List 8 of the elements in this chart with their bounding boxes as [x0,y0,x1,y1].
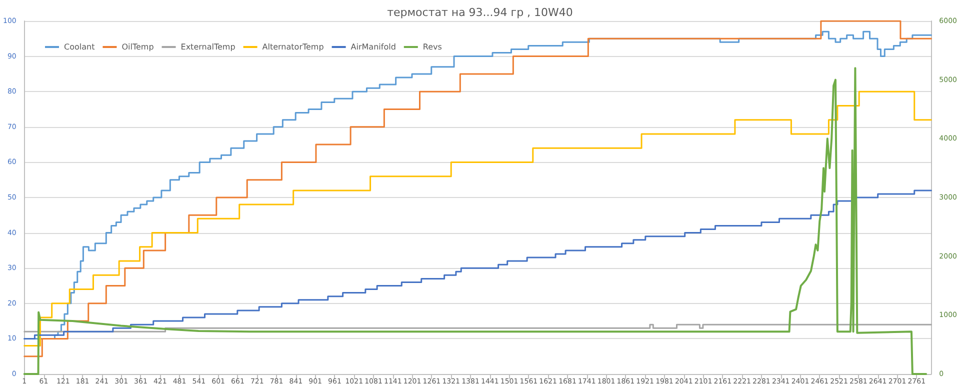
line-series [23,67,928,375]
legend-label: ExternalTemp [180,42,236,52]
legend-label: OilTemp [122,42,154,52]
chart-title: термостат на 93...94 гр , 10W40 [387,6,573,19]
legend-label: Coolant [64,42,95,52]
legend-label: AlternatorTemp [262,42,324,52]
legend-label: Revs [422,42,442,52]
legend-label: AirManifold [350,42,396,52]
